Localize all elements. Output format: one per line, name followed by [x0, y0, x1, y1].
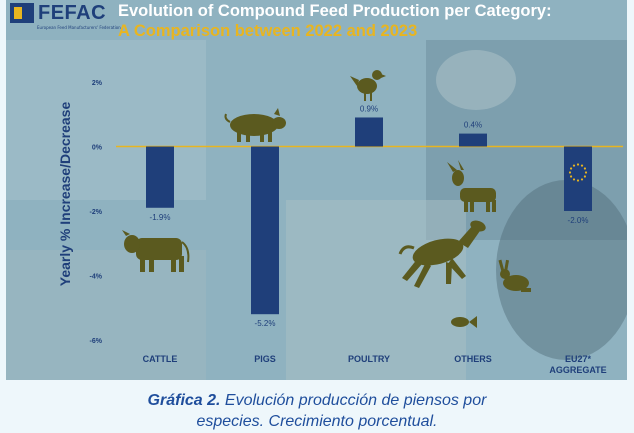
y-tick-label: -6%: [90, 338, 103, 345]
caption-line-1: Gráfica 2. Evolución producción de piens…: [0, 390, 634, 411]
caption-lead: Gráfica 2.: [147, 392, 221, 409]
category-label: POULTRY: [348, 354, 390, 364]
y-tick-label: -4%: [90, 274, 103, 281]
y-tick-label: 2%: [92, 80, 103, 87]
eu-star: [576, 179, 580, 182]
category-label: PIGS: [254, 354, 276, 364]
eu-star: [583, 175, 587, 178]
y-tick-label: 0%: [92, 145, 103, 152]
goat-icon: [447, 160, 496, 212]
eu-star: [576, 163, 580, 166]
category-label: CATTLE: [143, 354, 178, 364]
category-label: AGGREGATE: [549, 365, 606, 375]
logo-text: FEFAC: [38, 1, 107, 24]
category-label: EU27*: [565, 354, 592, 364]
background-photo: [6, 0, 627, 380]
pig-icon: [224, 108, 286, 142]
eu-star: [572, 178, 576, 181]
cow-icon: [122, 230, 190, 272]
caption-line-2: especies. Crecimiento porcentual.: [196, 413, 438, 430]
logo-icon: [10, 3, 34, 23]
y-axis-label: Yearly % Increase/Decrease: [57, 102, 73, 287]
y-tick-label: -2%: [90, 209, 103, 216]
eu-star: [584, 171, 588, 174]
eu-star: [583, 167, 587, 170]
data-label: -1.9%: [150, 213, 171, 222]
caption-line-1-text: Evolución producción de piensos por: [220, 392, 487, 409]
eu-star: [572, 164, 576, 167]
bar-others: [459, 133, 487, 147]
data-label: 0.9%: [360, 104, 378, 113]
bar-pigs: [251, 146, 279, 315]
eu-flag-icon: [568, 163, 588, 182]
bar-chart: Yearly % Increase/Decrease2%0%-2%-4%-6% …: [57, 70, 623, 375]
category-label: OTHERS: [454, 354, 492, 364]
eu-star: [568, 171, 572, 174]
data-label: -2.0%: [568, 216, 589, 225]
rabbit-icon: [498, 259, 531, 292]
chart-subtitle: A Comparison between 2022 and 2023: [118, 22, 418, 40]
eu-star: [580, 178, 584, 181]
eu-star: [580, 164, 584, 167]
horse-icon: [398, 220, 486, 288]
bar-cattle: [146, 146, 174, 208]
data-label: -5.2%: [255, 319, 276, 328]
eu-star: [569, 167, 573, 170]
fish-icon: [451, 316, 477, 328]
eu-star: [569, 175, 573, 178]
logo-subtitle: European Feed Manufacturers' Federation: [37, 25, 121, 30]
chart-panel: FEFAC European Feed Manufacturers' Feder…: [6, 0, 627, 380]
bar-eu27: [564, 146, 592, 211]
bar-poultry: [355, 117, 383, 147]
fefac-logo: FEFAC: [6, 0, 106, 26]
data-label: 0.4%: [464, 121, 482, 130]
figure-caption: Gráfica 2. Evolución producción de piens…: [0, 390, 634, 432]
chart-title: Evolution of Compound Feed Production pe…: [118, 2, 552, 20]
chicken-icon: [350, 70, 386, 101]
